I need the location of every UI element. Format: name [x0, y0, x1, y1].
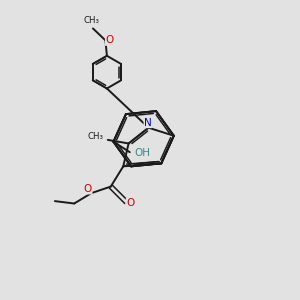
Text: OH: OH	[134, 148, 151, 158]
Text: CH₃: CH₃	[83, 16, 99, 26]
Text: N: N	[144, 118, 152, 128]
Text: O: O	[84, 184, 92, 194]
Text: O: O	[106, 35, 114, 45]
Text: O: O	[126, 199, 134, 208]
Text: CH₃: CH₃	[88, 132, 103, 141]
